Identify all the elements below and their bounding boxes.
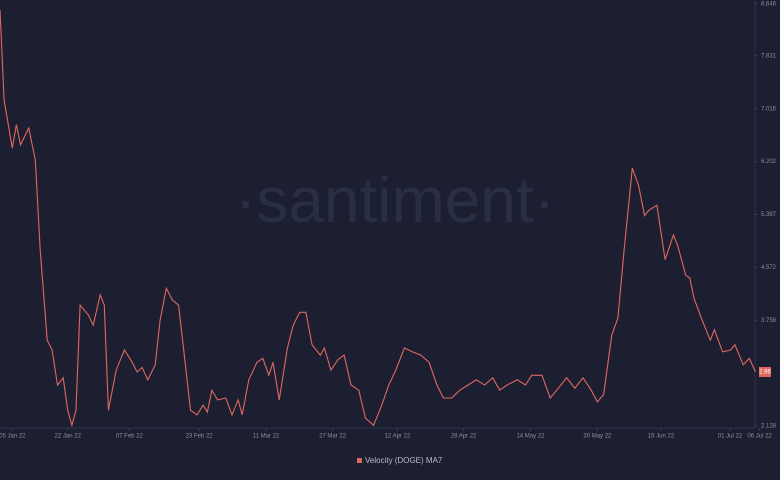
y-tick-label: 4.572 (761, 265, 777, 271)
watermark: ·santiment· (235, 164, 555, 236)
x-tick-label: 14 May 22 (516, 434, 545, 440)
x-tick-label: 23 Feb 22 (186, 434, 214, 440)
x-tick-label: 06 Jul 22 (747, 434, 772, 440)
line (0, 9, 757, 428)
y-tick-label: 3.758 (761, 318, 777, 324)
y-tick-label: 2.128 (761, 424, 777, 430)
x-tick-label: 05 Jan 22 (0, 434, 26, 440)
x-tick-label: 30 May 22 (583, 434, 612, 440)
legend-swatch (357, 458, 362, 463)
y-tick-label: 8.646 (761, 2, 777, 8)
y-tick-label: 7.016 (761, 106, 777, 112)
y-tick-label: 6.202 (761, 159, 777, 165)
x-tick-label: 27 Mar 22 (319, 434, 347, 440)
current-value-badge (759, 367, 771, 378)
y-tick-label: 5.387 (761, 212, 777, 218)
x-tick-label: 28 Apr 22 (451, 434, 477, 440)
x-tick-label: 12 Apr 22 (385, 434, 411, 440)
x-tick-label: 07 Feb 22 (116, 434, 144, 440)
current-value-label: 2.96 (759, 370, 771, 376)
x-tick-label: 22 Jan 22 (55, 434, 82, 440)
x-tick-label: 01 Jul 22 (718, 434, 743, 440)
legend-label: Velocity (DOGE) MA7 (365, 456, 443, 465)
x-tick-label: 15 Jun 22 (648, 434, 675, 440)
x-tick-label: 11 Mar 22 (253, 434, 280, 440)
y-tick-label: 7.831 (761, 53, 777, 59)
